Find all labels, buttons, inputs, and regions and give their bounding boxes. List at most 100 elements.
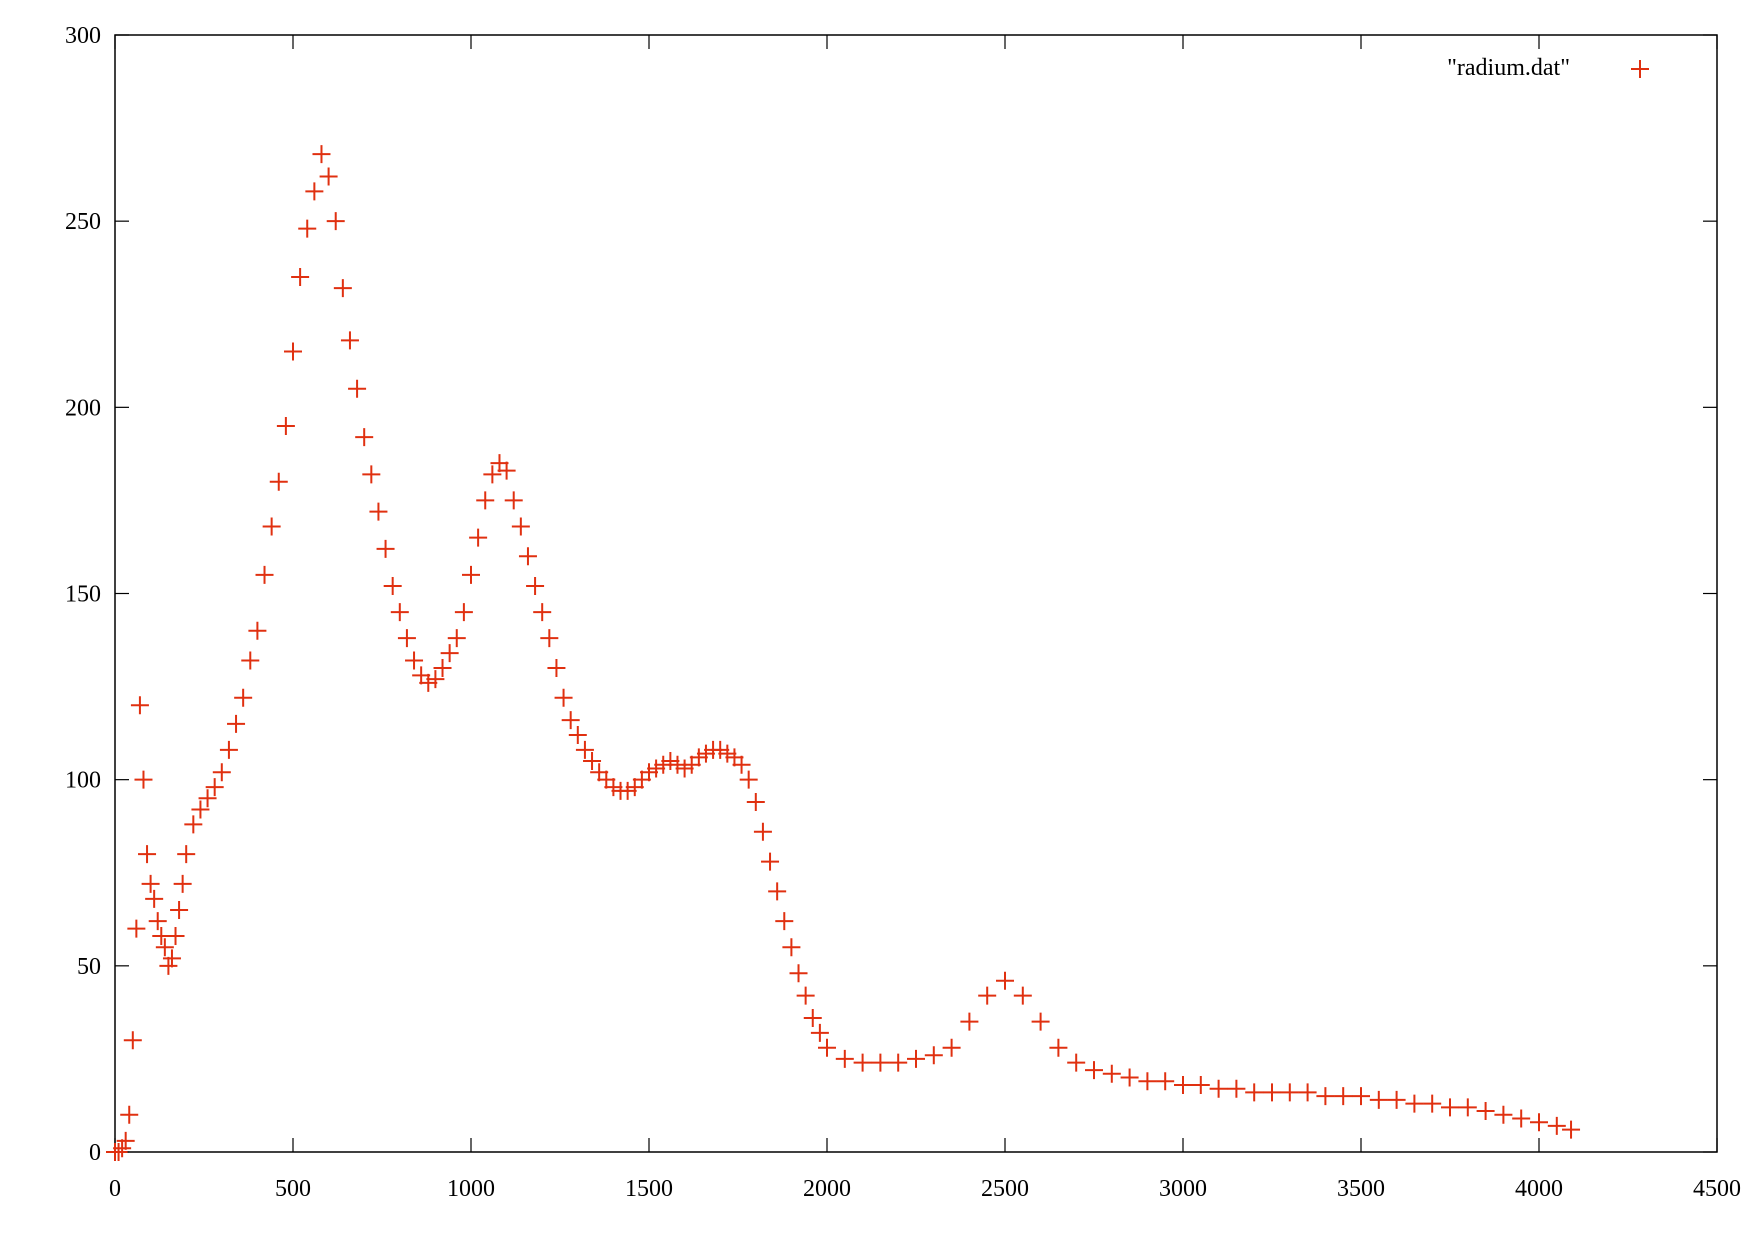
data-point <box>835 1049 854 1068</box>
data-point <box>130 696 149 715</box>
x-tick-label: 0 <box>109 1176 121 1202</box>
data-point <box>647 759 666 778</box>
data-point <box>113 1139 132 1158</box>
data-point <box>775 912 794 931</box>
data-point <box>661 752 680 771</box>
data-point <box>127 919 146 938</box>
data-point <box>504 491 523 510</box>
data-point <box>1280 1083 1299 1102</box>
data-point <box>362 465 381 484</box>
y-tick-label: 250 <box>65 209 101 235</box>
data-point <box>853 1053 872 1072</box>
data-point <box>162 949 181 968</box>
data-point <box>255 565 274 584</box>
data-point <box>284 342 302 361</box>
data-point <box>632 770 651 789</box>
data-point <box>454 603 473 622</box>
data-point <box>426 670 445 689</box>
data-point <box>796 986 815 1005</box>
data-point <box>173 874 192 893</box>
data-point <box>753 822 772 841</box>
data-point <box>447 629 466 648</box>
data-point <box>561 711 580 730</box>
x-tick-label: 3000 <box>1159 1176 1207 1202</box>
data-point <box>166 927 185 946</box>
data-point <box>604 778 623 797</box>
x-tick-label: 3500 <box>1337 1176 1385 1202</box>
data-point <box>419 673 438 692</box>
data-point <box>340 331 359 350</box>
data-point <box>1458 1098 1477 1117</box>
data-point <box>782 938 801 957</box>
data-point <box>198 789 217 808</box>
data-point <box>732 755 751 774</box>
data-point <box>134 770 153 789</box>
data-point <box>640 763 658 782</box>
data-point <box>533 603 552 622</box>
data-point <box>155 938 174 957</box>
data-point <box>511 517 530 536</box>
y-tick-label: 300 <box>65 23 101 49</box>
data-point <box>1512 1109 1531 1128</box>
data-point <box>725 748 744 767</box>
data-point <box>469 528 488 547</box>
data-point <box>205 778 224 797</box>
data-point <box>1067 1053 1086 1072</box>
data-point <box>269 472 288 491</box>
data-point <box>1263 1083 1281 1102</box>
data-point <box>689 748 708 767</box>
data-point <box>1209 1079 1228 1098</box>
plot-frame <box>114 34 1718 1153</box>
data-point <box>490 454 509 473</box>
data-point <box>996 971 1014 990</box>
data-point <box>116 1131 135 1150</box>
data-point <box>526 577 545 596</box>
data-point <box>212 763 231 782</box>
data-point <box>1476 1102 1495 1121</box>
data-point <box>319 167 338 186</box>
data-point <box>123 1031 142 1050</box>
data-point <box>1049 1038 1068 1057</box>
data-point <box>618 781 637 800</box>
data-point <box>1387 1090 1406 1109</box>
data-point <box>978 986 997 1005</box>
data-point <box>1298 1083 1317 1102</box>
data-point <box>298 219 317 238</box>
data-point <box>248 621 267 640</box>
y-tick-label: 150 <box>65 582 101 608</box>
data-point <box>1547 1116 1566 1135</box>
data-point <box>170 900 189 919</box>
data-point <box>141 874 160 893</box>
y-tick-label: 50 <box>77 954 101 980</box>
data-point <box>476 491 495 510</box>
data-point <box>184 815 203 834</box>
y-tick-label: 200 <box>65 395 101 421</box>
data-point <box>907 1049 925 1068</box>
data-point <box>177 845 196 864</box>
data-point <box>262 517 281 536</box>
data-point <box>483 465 502 484</box>
data-point <box>1334 1087 1353 1106</box>
data-point <box>818 1038 836 1057</box>
data-point <box>1156 1072 1175 1091</box>
data-point <box>768 882 787 901</box>
x-tick-label: 1500 <box>625 1176 673 1202</box>
data-point <box>109 1143 128 1161</box>
data-point <box>145 889 164 908</box>
data-point <box>889 1053 908 1072</box>
legend-marker <box>1631 60 1649 78</box>
data-point <box>241 651 260 670</box>
data-point <box>761 852 780 871</box>
data-point <box>369 502 388 521</box>
data-point <box>789 964 808 983</box>
data-point <box>682 755 701 774</box>
data-point <box>191 800 210 819</box>
x-tick-label: 500 <box>275 1176 311 1202</box>
data-point <box>497 461 516 480</box>
data-point <box>383 577 402 596</box>
data-point <box>590 763 609 782</box>
data-point <box>138 845 157 864</box>
data-point <box>1138 1072 1157 1091</box>
data-point <box>276 416 295 435</box>
